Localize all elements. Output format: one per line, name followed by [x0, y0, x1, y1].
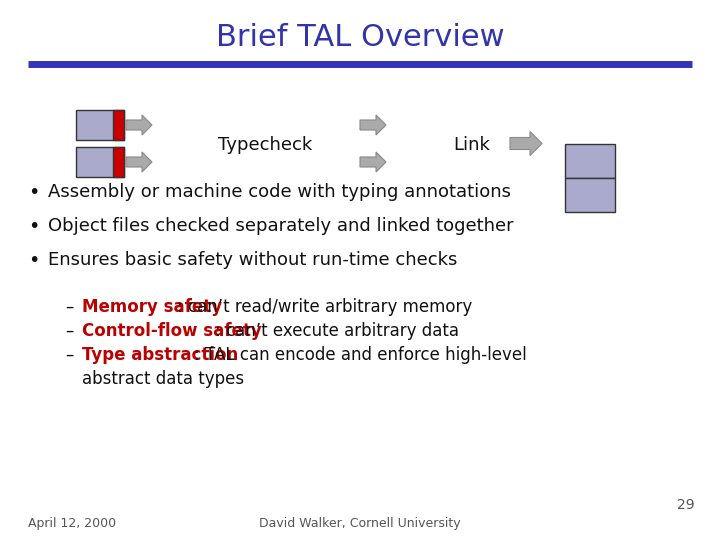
Text: •: • [28, 217, 40, 235]
Text: –: – [65, 346, 73, 364]
Bar [76, 110, 124, 140]
Polygon shape [126, 152, 152, 172]
Text: Typecheck: Typecheck [218, 137, 312, 154]
Polygon shape [360, 115, 386, 135]
Text: : can’t execute arbitrary data: : can’t execute arbitrary data [215, 322, 459, 340]
Text: •: • [28, 183, 40, 201]
Bar [565, 178, 615, 212]
Bar [565, 144, 615, 178]
Text: Object files checked separately and linked together: Object files checked separately and link… [48, 217, 513, 235]
Bar [113, 147, 124, 177]
Text: Memory safety: Memory safety [82, 298, 222, 316]
Text: : can’t read/write arbitrary memory: : can’t read/write arbitrary memory [177, 298, 472, 316]
Text: abstract data types: abstract data types [82, 370, 244, 388]
Polygon shape [126, 115, 152, 135]
Text: April 12, 2000: April 12, 2000 [28, 517, 116, 530]
Bar [113, 110, 124, 140]
Text: –: – [65, 322, 73, 340]
Text: Brief TAL Overview: Brief TAL Overview [216, 23, 504, 51]
Bar [76, 147, 124, 177]
Text: 29: 29 [678, 498, 695, 512]
Text: Ensures basic safety without run-time checks: Ensures basic safety without run-time ch… [48, 251, 457, 269]
Text: –: – [65, 298, 73, 316]
Text: Assembly or machine code with typing annotations: Assembly or machine code with typing ann… [48, 183, 511, 201]
Polygon shape [510, 132, 542, 156]
Text: Type abstraction: Type abstraction [82, 346, 238, 364]
Polygon shape [360, 152, 386, 172]
Text: David Walker, Cornell University: David Walker, Cornell University [259, 517, 461, 530]
Text: Control-flow safety: Control-flow safety [82, 322, 262, 340]
Text: •: • [28, 251, 40, 269]
Text: : TAL can encode and enforce high-level: : TAL can encode and enforce high-level [194, 346, 527, 364]
Text: Link: Link [454, 137, 490, 154]
